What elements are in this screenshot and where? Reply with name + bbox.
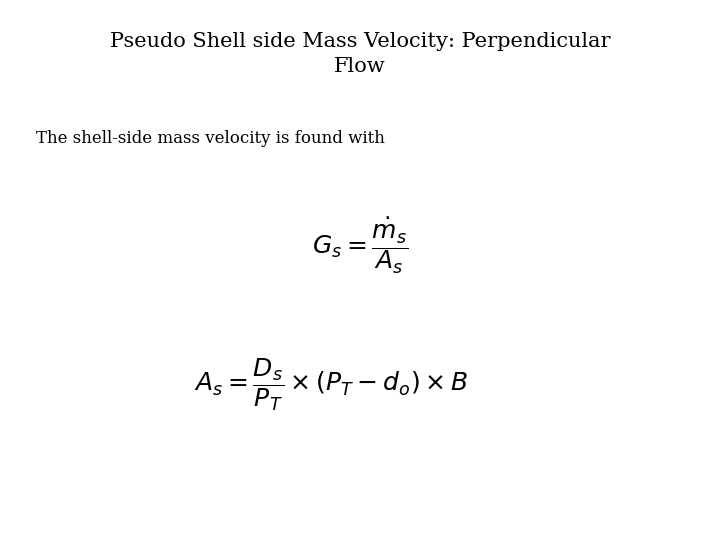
Text: Pseudo Shell side Mass Velocity: Perpendicular
Flow: Pseudo Shell side Mass Velocity: Perpend… [109,32,611,76]
Text: $A_s = \dfrac{D_s}{P_T} \times \left(P_T - d_o\right) \times B$: $A_s = \dfrac{D_s}{P_T} \times \left(P_T… [194,356,468,413]
Text: $G_s = \dfrac{\dot{m}_s}{A_s}$: $G_s = \dfrac{\dot{m}_s}{A_s}$ [312,216,408,276]
Text: The shell-side mass velocity is found with: The shell-side mass velocity is found wi… [36,130,385,146]
